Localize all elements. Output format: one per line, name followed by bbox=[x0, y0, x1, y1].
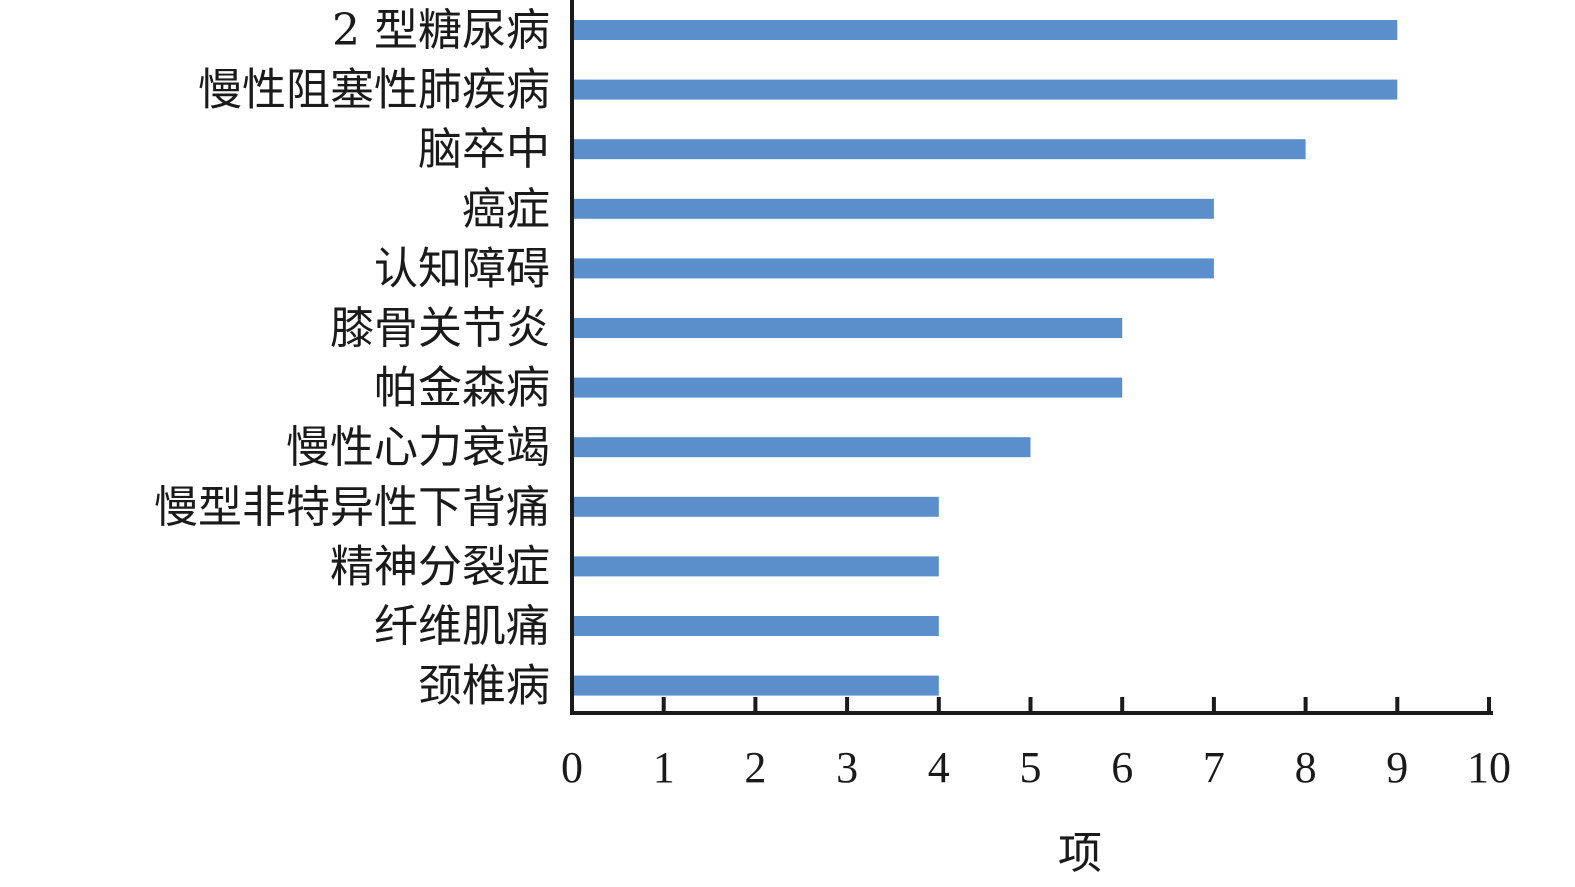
axes-group bbox=[570, 0, 1493, 715]
category-label: 慢性阻塞性肺疾病 bbox=[198, 65, 550, 116]
x-axis-title: 项 bbox=[1058, 828, 1102, 879]
bar bbox=[572, 79, 1398, 100]
bar bbox=[572, 20, 1398, 40]
bar bbox=[572, 258, 1214, 279]
category-label: 认知障碍 bbox=[374, 243, 550, 294]
bar bbox=[572, 139, 1306, 160]
bar bbox=[572, 198, 1214, 219]
category-label: 颈椎病 bbox=[418, 661, 550, 712]
bar bbox=[572, 377, 1123, 398]
x-tick-label: 8 bbox=[1295, 743, 1317, 792]
category-label: 膝骨关节炎 bbox=[330, 303, 550, 354]
bar bbox=[572, 318, 1123, 338]
category-label: 脑卒中 bbox=[418, 124, 550, 175]
category-label: 帕金森病 bbox=[374, 363, 550, 414]
x-ticks-group: 0 1 2 3 4 5 6 7 8 9 10 bbox=[561, 697, 1511, 792]
bars-group bbox=[572, 20, 1398, 696]
x-tick-label: 4 bbox=[928, 743, 950, 792]
category-label: 2 型糖尿病 bbox=[332, 5, 550, 56]
x-tick-label: 6 bbox=[1111, 743, 1133, 792]
x-tick-label: 2 bbox=[744, 743, 766, 792]
x-tick-label: 0 bbox=[561, 743, 583, 792]
bar bbox=[572, 675, 939, 696]
bar bbox=[572, 496, 939, 517]
x-tick-label: 7 bbox=[1203, 743, 1225, 792]
category-label: 癌症 bbox=[462, 184, 550, 235]
category-labels: 2 型糖尿病慢性阻塞性肺疾病脑卒中癌症认知障碍膝骨关节炎帕金森病慢性心力衰竭慢型… bbox=[154, 5, 550, 712]
x-tick-label: 5 bbox=[1020, 743, 1042, 792]
bar bbox=[572, 556, 939, 577]
category-label: 慢性心力衰竭 bbox=[286, 422, 550, 473]
bar bbox=[572, 616, 939, 636]
category-label: 精神分裂症 bbox=[330, 541, 550, 592]
x-tick-label: 9 bbox=[1386, 743, 1408, 792]
x-tick-label: 3 bbox=[836, 743, 858, 792]
category-label: 纤维肌痛 bbox=[374, 601, 550, 652]
x-tick-label: 10 bbox=[1467, 743, 1511, 792]
x-tick-label: 1 bbox=[653, 743, 675, 792]
bar bbox=[572, 437, 1031, 458]
category-label: 慢型非特异性下背痛 bbox=[154, 482, 550, 533]
